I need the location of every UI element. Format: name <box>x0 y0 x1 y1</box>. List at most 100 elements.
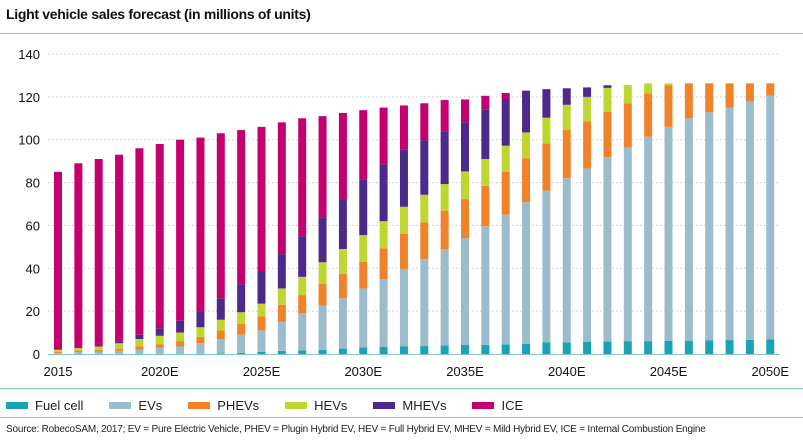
bar-segment-hevs <box>216 319 225 331</box>
bar-segment-evs <box>705 112 714 341</box>
bar-segment-mhevs <box>440 131 449 185</box>
bar-segment-hevs <box>115 343 124 349</box>
bar-segment-mhevs <box>155 328 164 336</box>
bar-segment-mhevs <box>94 345 103 347</box>
bar-segment-hevs <box>277 288 286 305</box>
bar-segment-phevs <box>542 143 551 191</box>
bar-segment-hevs <box>338 249 347 275</box>
legend-item-hevs: HEVs <box>285 398 347 413</box>
source-note: Source: RobecoSAM, 2017; EV = Pure Elect… <box>6 424 706 435</box>
bar-segment-evs <box>257 330 266 352</box>
bar-segment-hevs <box>664 83 673 86</box>
bar-segment-mhevs <box>501 99 510 146</box>
bar-segment-hevs <box>176 332 185 342</box>
bar-segment-ice <box>298 118 307 237</box>
bar-segment-evs <box>135 349 144 354</box>
bar-segment-fuel-cell <box>623 341 632 354</box>
bar-segment-phevs <box>399 234 408 269</box>
bar-segment-phevs <box>522 158 531 203</box>
legend-swatch <box>285 402 308 409</box>
bar-segment-mhevs <box>74 347 83 349</box>
bar-segment-evs <box>542 190 551 343</box>
bar-segment-mhevs <box>562 88 571 105</box>
bar-segment-mhevs <box>277 254 286 289</box>
legend-top-divider <box>0 388 803 389</box>
bar-segment-phevs <box>216 330 225 339</box>
bar-segment-hevs <box>440 184 449 211</box>
bar-segment-fuel-cell <box>542 342 551 354</box>
bar-segment-fuel-cell <box>440 345 449 354</box>
bar-segment-phevs <box>664 85 673 127</box>
bar-segment-phevs <box>745 83 754 102</box>
stacked-bar-chart: 0 20 40 60 80 100 120 140 2015 2020E 2025E 2030E 203… <box>18 47 789 379</box>
bar-segment-ice <box>135 148 144 335</box>
bar-segment-ice <box>359 110 368 180</box>
bar-segment-ice <box>54 171 62 350</box>
bar-segment-hevs <box>644 83 653 94</box>
legend-label: EVs <box>138 398 163 413</box>
bar-segment-evs <box>196 343 205 354</box>
y-tick-label: 120 <box>18 90 40 105</box>
bar-segment-ice <box>481 95 490 110</box>
bar-segment-hevs <box>583 96 592 122</box>
bar-segment-evs <box>318 305 327 350</box>
bar-segment-phevs <box>155 344 164 348</box>
bar-segment-evs <box>562 178 571 343</box>
y-tick-label: 60 <box>26 218 40 233</box>
bar-segment-fuel-cell <box>481 344 490 354</box>
bar-segment-evs <box>176 346 185 354</box>
bar-segment-phevs <box>94 349 103 352</box>
bar-segment-phevs <box>359 261 368 289</box>
bar-segment-fuel-cell <box>684 340 693 354</box>
bar-segment-hevs <box>562 104 571 131</box>
bar-segment-evs <box>522 202 531 344</box>
bar-segment-ice <box>501 93 510 99</box>
bar-segment-evs <box>359 288 368 348</box>
bar-segment-ice <box>399 105 408 150</box>
y-tick-label: 0 <box>33 347 40 362</box>
y-tick-label: 80 <box>26 176 40 191</box>
bar-segment-evs <box>94 351 103 354</box>
bar-segment-hevs <box>359 235 368 262</box>
y-tick-label: 20 <box>26 304 40 319</box>
bar-segment-hevs <box>54 349 62 352</box>
bar-segment-hevs <box>623 85 632 104</box>
bar-segment-hevs <box>542 117 551 144</box>
legend-label: PHEVs <box>217 398 260 413</box>
bar-segment-ice <box>277 122 286 255</box>
bar-segment-ice <box>440 100 449 132</box>
legend-label: Fuel cell <box>35 398 84 413</box>
bar-segment-evs <box>644 136 653 342</box>
bar-segment-evs <box>745 101 754 340</box>
x-tick-label: 2015 <box>44 364 73 379</box>
bar-segment-phevs <box>196 336 205 344</box>
bar-segment-evs <box>298 313 307 351</box>
x-tick-label: 2020E <box>141 364 179 379</box>
bar-segment-phevs <box>420 222 429 260</box>
bar-segment-phevs <box>277 304 286 322</box>
bar-segment-fuel-cell <box>745 339 754 354</box>
chart-title: Light vehicle sales forecast (in million… <box>6 6 311 22</box>
bar-segment-evs <box>684 118 693 341</box>
bar-segment-ice <box>257 126 266 272</box>
bar-segment-mhevs <box>522 90 531 133</box>
bar-segment-fuel-cell <box>277 350 286 354</box>
bar-segment-hevs <box>318 262 327 284</box>
legend-swatch <box>472 402 495 409</box>
bar-segment-phevs <box>338 274 347 299</box>
bar-segment-hevs <box>196 327 205 337</box>
bar-segment-phevs <box>237 324 246 335</box>
x-tick-label: 2025E <box>243 364 281 379</box>
bar-segment-evs <box>237 334 246 353</box>
bar-segment-phevs <box>725 83 734 108</box>
bar-segment-evs <box>420 259 429 347</box>
bar-segment-fuel-cell <box>359 347 368 354</box>
bar-segment-fuel-cell <box>399 346 408 354</box>
bar-segment-phevs <box>583 121 592 169</box>
bar-segment-evs <box>54 352 62 354</box>
bar-segment-phevs <box>115 348 124 351</box>
bar-segment-fuel-cell <box>379 346 388 354</box>
bar-segment-ice <box>216 133 225 299</box>
bar-segment-ice <box>420 103 429 141</box>
